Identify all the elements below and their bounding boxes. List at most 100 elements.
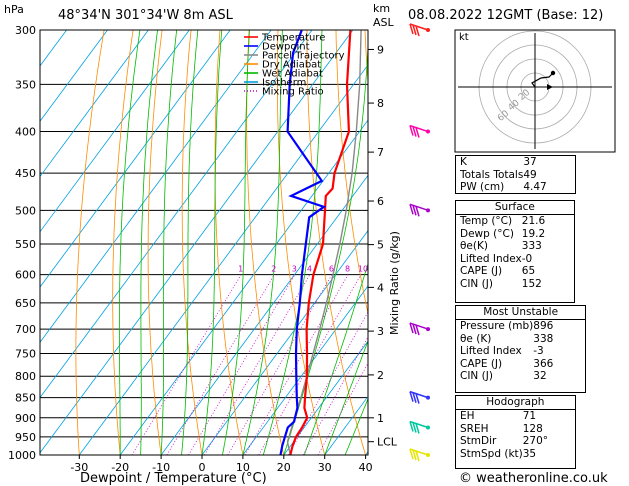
surface-row: Lifted Index -0 [456, 253, 574, 266]
wind-barb-dot [426, 28, 430, 32]
hodo-label: EH [460, 410, 475, 422]
wind-barb-dot [426, 208, 430, 213]
km-tick-label: 4 [377, 281, 384, 294]
pressure-tick-label: 500 [15, 204, 36, 217]
wet-adiabat-line [140, 30, 158, 455]
legend-label: Mixing Ratio [262, 87, 324, 98]
temperature-tick-label: -10 [152, 461, 170, 474]
wet-adiabat-line [242, 30, 283, 455]
most-unstable-panel: Most Unstable Pressure (mb) 896 θe (K) 338… [455, 305, 587, 393]
pressure-tick-label: 950 [15, 431, 36, 444]
wind-barb-flag [412, 24, 417, 36]
hodograph-table-panel: Hodograph EH 71 SREH 128 StmDir 270° StmSpd… [455, 395, 576, 469]
asl-axis-label: ASL [373, 16, 395, 29]
isotherm-line [40, 30, 313, 399]
km-tick-label: LCL [377, 436, 398, 449]
hodo-row: StmSpd (kt) 35 [456, 448, 575, 461]
isotherm-line [40, 30, 231, 288]
wind-barb-dot [426, 395, 430, 400]
surface-value: 152 [521, 277, 542, 290]
hodo-value: 71 [522, 410, 537, 422]
wind-barb-flag [415, 393, 420, 404]
indices-panel: K 37 Totals Totals 49 PW (cm) 4.47 [455, 155, 577, 194]
mixing-ratio-line [244, 274, 349, 455]
wet-adiabat-line [324, 339, 368, 455]
index-label: Totals Totals [460, 168, 524, 181]
mixing-ratio-label: 8 [345, 265, 350, 274]
skew-t-curves [279, 30, 362, 455]
dry-adiabat-line [246, 30, 285, 455]
wind-barb-flag [409, 23, 414, 35]
surface-label: Lifted Index [460, 252, 522, 265]
surface-label: Dewp (°C) [460, 227, 514, 240]
km-tick-label: 9 [377, 43, 384, 56]
pressure-tick-label: 450 [15, 167, 36, 180]
mixing-ratio-label: 20 [400, 265, 410, 274]
skew-t-axes: 3003504004505005506006507007508008509009… [8, 24, 398, 474]
surface-value: -0 [521, 252, 533, 265]
surface-label: CAPE (J) [460, 265, 503, 278]
hodo-value: 128 [522, 422, 543, 435]
surface-value: 333 [521, 240, 542, 253]
surface-value: 19.2 [521, 227, 546, 240]
index-value: 49 [523, 168, 537, 181]
km-tick-label: 1 [377, 412, 384, 425]
mixing-ratio-line [131, 274, 242, 455]
hodograph-endpoint [550, 70, 556, 76]
pressure-tick-label: 400 [15, 126, 36, 139]
dry-adiabat-line [147, 30, 163, 455]
isotherm-line [283, 340, 368, 455]
km-tick-label: 8 [377, 97, 384, 110]
isotherm-line [242, 285, 368, 455]
km-tick-label: 7 [377, 146, 384, 159]
isotherm-line [40, 30, 272, 343]
wind-barb-staff [409, 124, 429, 133]
wet-adiabat-line [160, 30, 178, 455]
temperature-tick-label: -30 [70, 461, 88, 474]
mu-label: CAPE (J) [460, 357, 503, 370]
surface-panel: Surface Temp (°C) 21.6 Dewp (°C) 19.2 θe(K… [455, 200, 575, 303]
hodograph-trace [531, 72, 554, 88]
wind-barb-flag [409, 448, 414, 460]
mu-value: 32 [533, 370, 547, 383]
isotherm-line [201, 230, 368, 455]
wet-adiabat-line [303, 262, 368, 455]
temperature-tick-label: 40 [359, 461, 373, 474]
wind-barb-staff [409, 390, 429, 399]
temperature-tick-label: 30 [318, 461, 332, 474]
legend-label: Dewpoint [262, 42, 310, 53]
isotherm-line [40, 30, 190, 233]
copyright-footer: © weatheronline.co.uk [459, 471, 608, 486]
pressure-tick-label: 850 [15, 392, 36, 405]
mixing-ratio-line [302, 336, 368, 455]
wind-barb-flag [412, 205, 417, 216]
wet-adiabat-line [344, 397, 368, 455]
wind-barb-flag [412, 422, 417, 433]
pressure-tick-label: 350 [15, 78, 36, 91]
dry-adiabat-line [181, 30, 203, 455]
wind-barb-flag [412, 323, 417, 335]
mixing-ratio-label: 4 [307, 265, 312, 274]
isotherm-line [40, 30, 354, 454]
km-axis-label: km [373, 2, 390, 15]
temperature-line [289, 30, 352, 455]
pressure-tick-label: 900 [15, 412, 36, 425]
isotherm-line [40, 30, 149, 178]
hodograph-table-title: Hodograph [486, 396, 545, 408]
mu-label: CIN (J) [460, 370, 493, 383]
wind-barb-flag [409, 391, 414, 402]
dry-adiabat-line [306, 30, 366, 455]
pressure-tick-label: 800 [15, 370, 36, 383]
wind-barb-flag [415, 324, 420, 336]
wind-barbs [409, 23, 430, 462]
hodo-label: SREH [460, 422, 489, 435]
isotherm-line [119, 119, 368, 455]
dewpoint-line [279, 30, 327, 455]
wet-adiabat-line [181, 30, 199, 455]
wind-barb-flag [409, 204, 414, 215]
wind-barb-flag [415, 450, 420, 462]
mixing-ratio-label: 10 [358, 265, 368, 274]
dry-adiabat-line [75, 30, 105, 455]
most-unstable-title: Most Unstable [483, 306, 559, 318]
